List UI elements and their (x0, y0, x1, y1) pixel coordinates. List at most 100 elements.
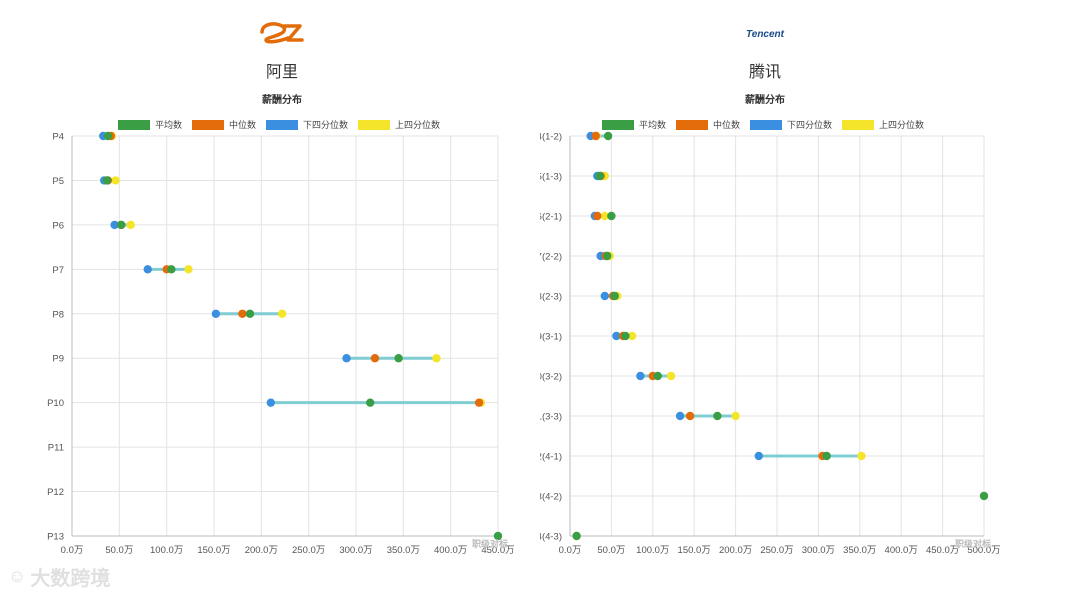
category-label: P8 (52, 309, 64, 320)
point-lower-quartile[interactable] (266, 398, 275, 407)
point-upper-quartile[interactable] (126, 220, 135, 230)
category-label: P11 (48, 443, 64, 454)
point-mean[interactable] (167, 265, 176, 274)
point-upper-quartile[interactable] (432, 354, 441, 363)
x-tick-label: 350.0万 (387, 545, 420, 556)
point-median[interactable] (591, 131, 600, 141)
x-tick-label: 150.0万 (197, 545, 230, 556)
point-mean[interactable] (103, 131, 113, 141)
point-upper-quartile[interactable] (666, 371, 676, 381)
legend-item-lower-quartile[interactable]: 下四分位数 (750, 118, 832, 131)
point-upper-quartile[interactable] (627, 331, 637, 341)
category-label: 8(2-3) (540, 292, 562, 303)
point-mean[interactable] (572, 531, 581, 541)
point-mean[interactable] (822, 451, 831, 461)
legend-item-mean[interactable]: 平均数 (118, 118, 182, 131)
point-mean[interactable] (610, 291, 619, 301)
chart-title: 薪酬分布 (262, 95, 302, 106)
category-label: 12(4-1) (540, 452, 562, 463)
point-mean[interactable] (603, 251, 612, 261)
x-tick-label: 500.0万 (967, 545, 1000, 556)
brand-icon: ☺ (8, 566, 27, 586)
point-upper-quartile[interactable] (277, 309, 287, 318)
point-mean[interactable] (653, 371, 662, 381)
point-upper-quartile[interactable] (857, 451, 866, 461)
category-label: 10(3-2) (540, 372, 562, 383)
point-mean[interactable] (603, 131, 613, 141)
point-mean[interactable] (595, 171, 605, 181)
alibaba-logo (252, 18, 308, 46)
point-median[interactable] (370, 354, 380, 363)
point-lower-quartile[interactable] (342, 354, 351, 363)
point-mean[interactable] (366, 398, 375, 407)
x-tick-label: 300.0万 (802, 545, 835, 556)
tencent-salary-chart: 0.0万 50.0万 100.0万 150.0万 200.0万 250.0万 300.0万 3… (540, 131, 1001, 557)
point-mean[interactable] (979, 491, 989, 501)
x-tick-label: 250.0万 (292, 545, 325, 556)
legend-swatch-median (676, 119, 709, 130)
legend-swatch-lower-quartile (266, 119, 299, 130)
category-label: P13 (47, 532, 64, 543)
category-label: P5 (52, 176, 64, 187)
brand-name: 大数跨境 (30, 568, 111, 590)
point-median[interactable] (593, 211, 602, 221)
point-median[interactable] (238, 309, 247, 318)
legend-item-lower-quartile[interactable]: 下四分位数 (266, 118, 348, 131)
legend: 平均数 中位数 下四分位数 上四分位数 (118, 118, 440, 131)
point-median[interactable] (685, 411, 695, 421)
watermark: 职级对标 (472, 539, 509, 549)
legend-swatch-lower-quartile (750, 119, 783, 130)
point-lower-quartile[interactable] (143, 265, 152, 274)
legend-item-upper-quartile[interactable]: 上四分位数 (358, 118, 440, 131)
category-label: 11(3-3) (540, 412, 562, 423)
x-tick-label: 200.0万 (719, 545, 752, 556)
point-mean[interactable] (713, 411, 722, 421)
legend-swatch-median (192, 119, 225, 130)
category-label: 6(2-1) (540, 212, 562, 223)
x-tick-label: 250.0万 (760, 545, 793, 556)
x-tick-label: 450.0万 (481, 545, 514, 556)
alibaba-logo-icon (260, 22, 304, 44)
alibaba-panel: 阿里 薪酬分布 平均数 中位数 下四分位数 上四分位数 0.0万 50.0万 100… (47, 18, 515, 557)
point-lower-quartile[interactable] (636, 371, 645, 381)
x-tick-label: 450.0万 (926, 545, 959, 556)
point-mean[interactable] (245, 309, 255, 318)
x-tick-label: 100.0万 (636, 545, 669, 556)
point-mean[interactable] (607, 211, 616, 221)
alibaba-salary-chart: 0.0万 50.0万 100.0万 150.0万 200.0万 250.0万 300.0万 3… (47, 131, 515, 557)
company-name: 腾讯 (748, 64, 781, 81)
category-label: 4(1-2) (540, 132, 562, 143)
point-upper-quartile[interactable] (184, 265, 193, 274)
legend-item-median[interactable]: 中位数 (192, 118, 256, 131)
point-lower-quartile[interactable] (211, 309, 221, 318)
point-lower-quartile[interactable] (600, 291, 609, 301)
category-label: 9(3-1) (540, 332, 562, 343)
category-label: P7 (52, 265, 64, 276)
point-median[interactable] (474, 398, 484, 407)
legend-swatch-upper-quartile (358, 119, 391, 130)
point-mean[interactable] (621, 331, 630, 341)
point-mean[interactable] (394, 354, 403, 363)
category-label: P4 (52, 132, 64, 143)
legend-swatch-mean (118, 119, 150, 130)
point-upper-quartile[interactable] (111, 176, 120, 185)
legend-item-upper-quartile[interactable]: 上四分位数 (842, 118, 924, 131)
x-tick-label: 50.0万 (105, 545, 133, 556)
tencent-logo: Tencent (735, 24, 795, 40)
brand-logo: ☺ 大数跨境 (8, 562, 110, 591)
point-mean[interactable] (117, 220, 126, 230)
point-lower-quartile[interactable] (675, 411, 685, 421)
category-label: 14(4-3) (540, 532, 562, 543)
point-upper-quartile[interactable] (731, 411, 740, 421)
point-upper-quartile[interactable] (600, 211, 609, 221)
point-lower-quartile[interactable] (754, 451, 763, 461)
x-tick-label: 150.0万 (678, 545, 711, 556)
point-lower-quartile[interactable] (612, 331, 621, 341)
category-label: 5(1-3) (540, 172, 562, 183)
legend-item-mean[interactable]: 平均数 (602, 118, 666, 131)
category-label: P9 (52, 354, 64, 365)
point-lower-quartile[interactable] (110, 220, 119, 230)
point-mean[interactable] (493, 531, 503, 541)
point-mean[interactable] (102, 176, 112, 185)
legend-item-median[interactable]: 中位数 (676, 118, 740, 131)
